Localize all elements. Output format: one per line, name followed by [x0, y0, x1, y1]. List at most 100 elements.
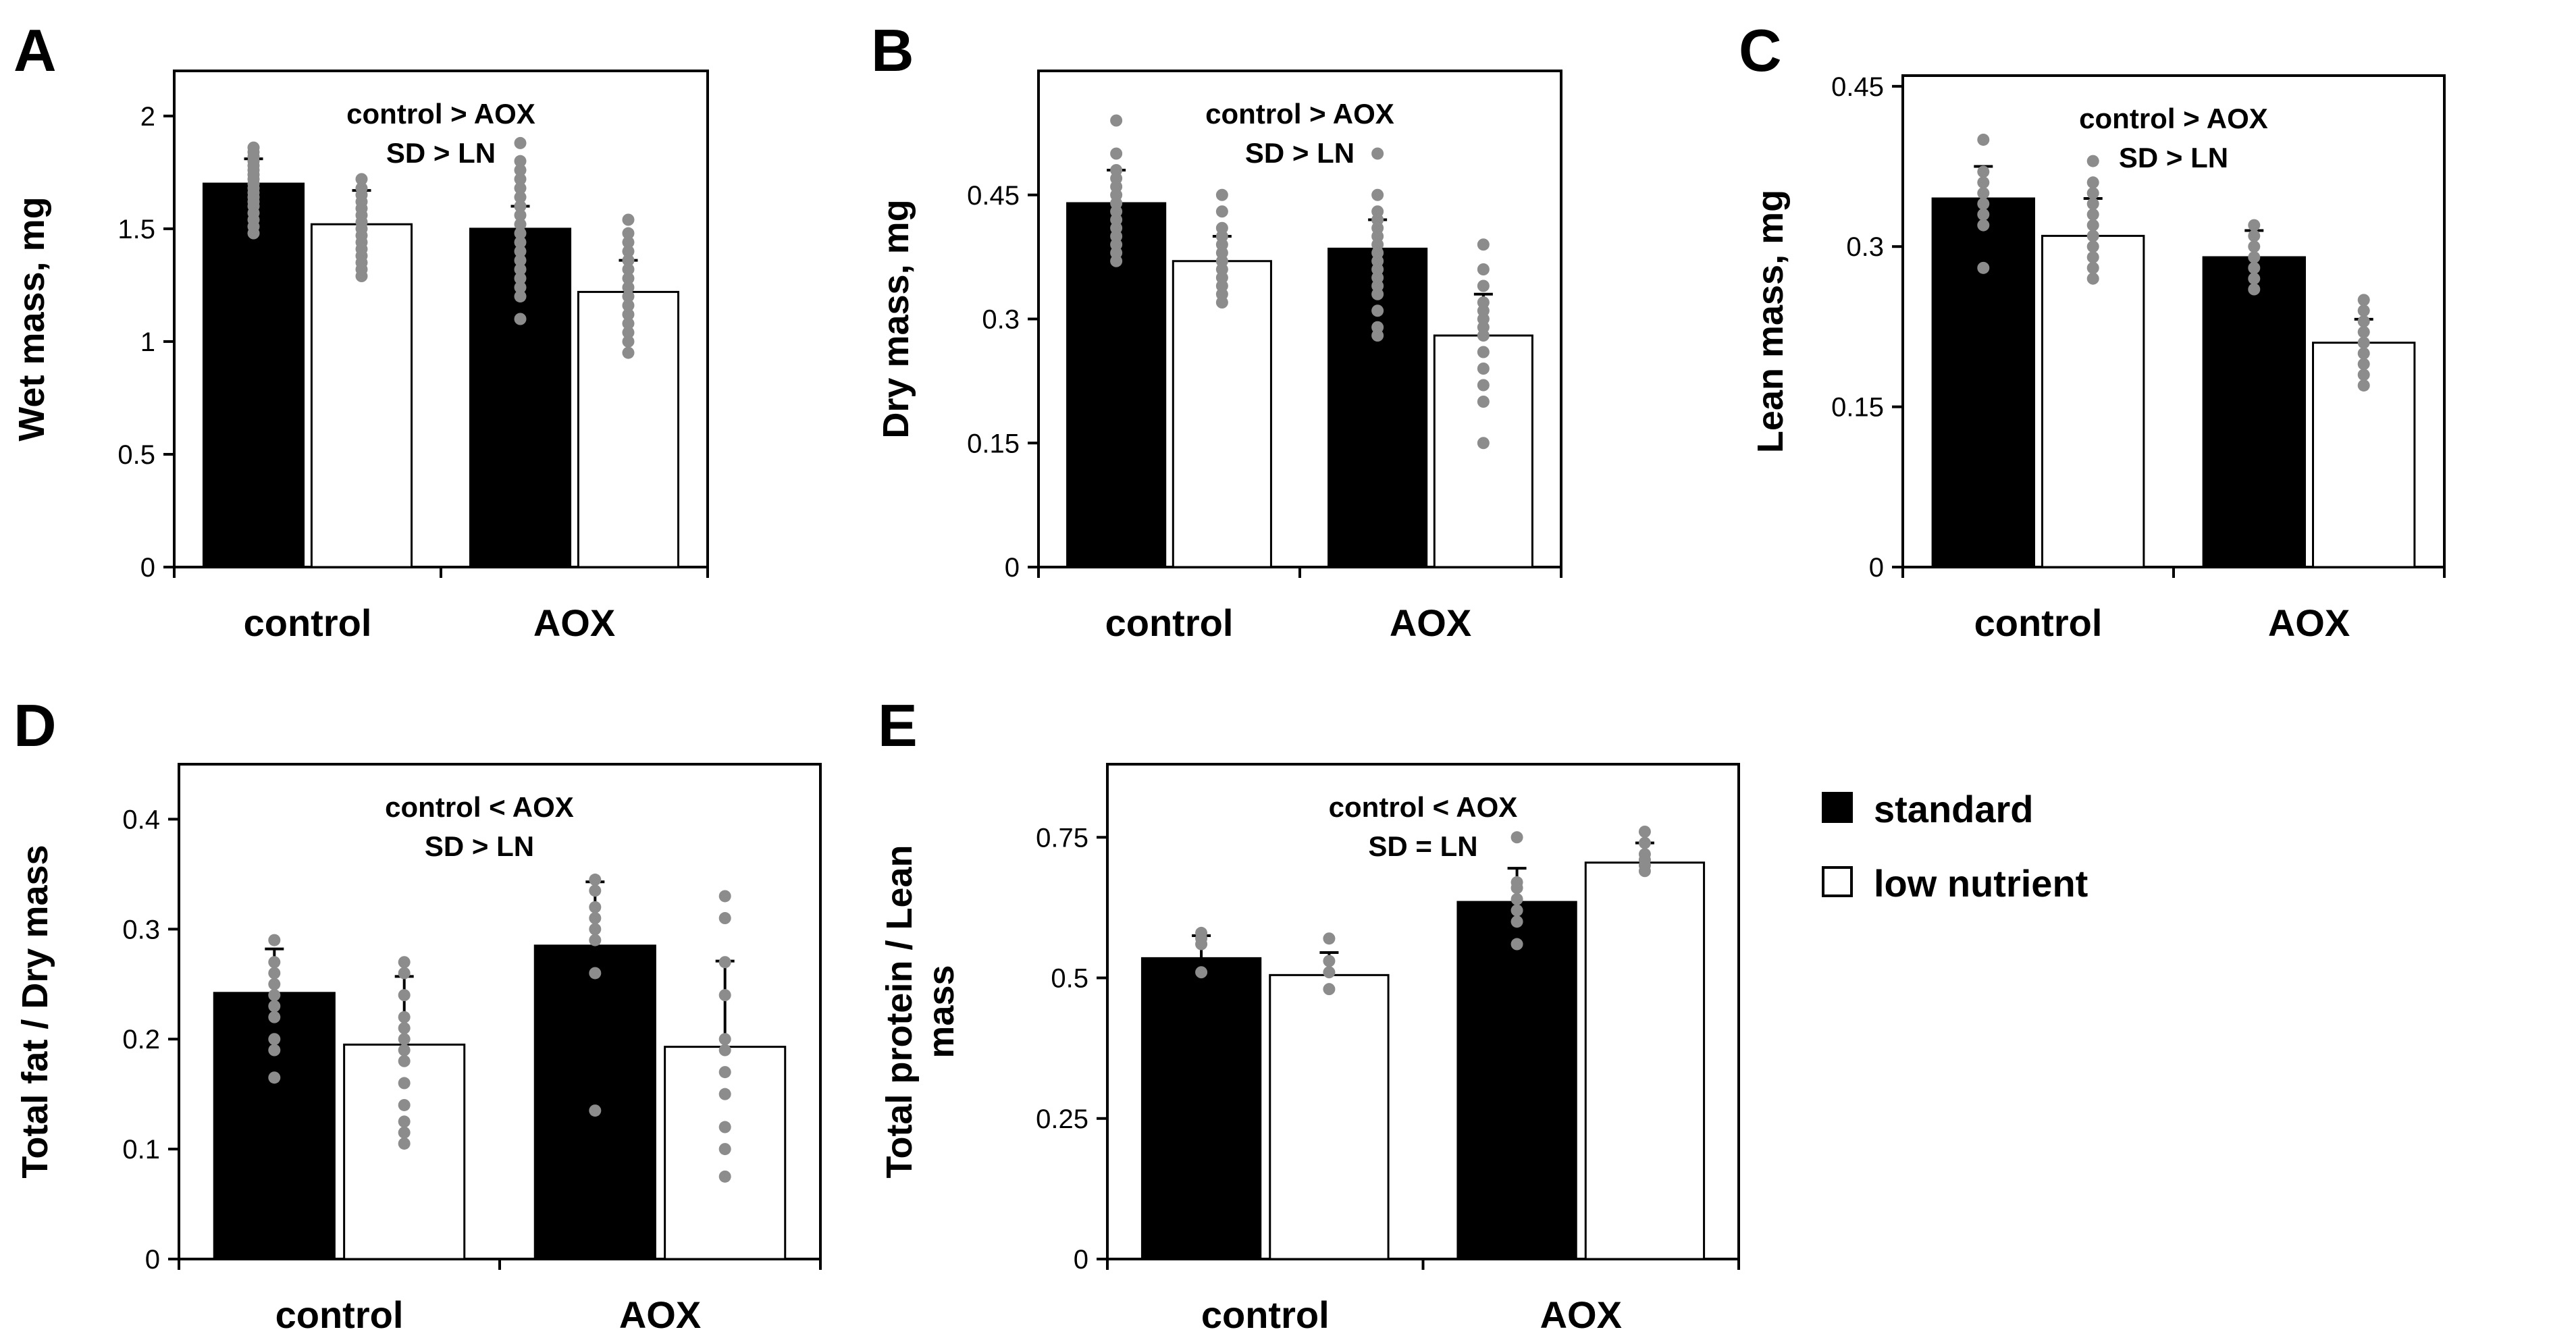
data-point — [1215, 205, 1228, 218]
data-point — [2357, 347, 2370, 360]
data-point — [622, 346, 635, 359]
chart-panel-a: 0 0.5 1 1.5 2 control AOX control > AOX SD > LN W… — [11, 70, 709, 644]
data-point — [1977, 133, 1990, 146]
data-point — [268, 1000, 281, 1013]
data-point — [268, 978, 281, 990]
data-point — [1195, 966, 1208, 979]
bar-standard — [213, 992, 336, 1260]
data-point — [268, 967, 281, 980]
data-point — [268, 956, 281, 969]
data-point — [1977, 261, 1990, 274]
data-point — [622, 272, 635, 285]
data-point — [1977, 197, 1990, 210]
data-point — [2086, 230, 2099, 242]
data-point — [1638, 825, 1651, 838]
y-tick-label: 0.45 — [1831, 72, 1884, 102]
data-point — [398, 989, 411, 1002]
data-point — [247, 227, 260, 240]
data-point — [1110, 255, 1123, 267]
data-point — [514, 164, 527, 176]
chart-panel-b: 0 0.15 0.3 0.45 control AOX control > AOX SD > … — [876, 70, 1562, 644]
y-tick-label: 0 — [1074, 1245, 1088, 1275]
data-point — [718, 1143, 731, 1156]
data-point — [268, 1044, 281, 1057]
y-tick-label: 0.15 — [1831, 393, 1884, 423]
data-point — [514, 209, 527, 221]
data-point — [1323, 983, 1336, 996]
stat-annotation: control < AOX — [385, 791, 574, 823]
y-tick-label: 0.45 — [967, 181, 1020, 211]
y-tick-label: 0.1 — [122, 1135, 160, 1165]
data-point — [1638, 836, 1651, 849]
x-category-label: AOX — [619, 1293, 701, 1336]
y-axis-label: Total fat / Dry mass — [15, 845, 55, 1178]
x-category-label: AOX — [533, 602, 615, 644]
data-point — [622, 308, 635, 321]
data-point — [1371, 329, 1384, 342]
data-point — [1215, 188, 1228, 201]
chart-panel-d: 0 0.1 0.2 0.3 0.4 control AOX control < AOX SD >… — [15, 763, 822, 1336]
y-tick-label: 0 — [1869, 553, 1884, 583]
x-category-label: control — [275, 1293, 404, 1336]
panel-letter-c: C — [1739, 17, 1782, 84]
stat-annotation: control > AOX — [1205, 98, 1394, 130]
x-category-label: control — [1105, 602, 1234, 644]
data-point — [398, 1098, 411, 1111]
y-axis-label: Wet mass, mg — [11, 196, 52, 441]
data-point — [514, 218, 527, 231]
x-category-label: control — [1974, 602, 2103, 644]
data-point — [2248, 251, 2261, 264]
bar-standard — [1456, 901, 1577, 1260]
bar-standard — [1328, 247, 1428, 568]
bar-standard — [2202, 256, 2306, 568]
data-point — [1977, 219, 1990, 232]
stat-annotation: control < AOX — [1329, 791, 1518, 823]
data-point — [1371, 288, 1384, 300]
data-point — [514, 245, 527, 258]
data-point — [718, 1088, 731, 1100]
data-point — [398, 1021, 411, 1034]
data-point — [589, 967, 602, 980]
data-point — [2357, 369, 2370, 381]
data-point — [2357, 294, 2370, 306]
data-point — [1215, 296, 1228, 309]
stat-annotation: SD > LN — [1245, 137, 1355, 169]
y-axis-label: Lean mass, mg — [1750, 190, 1791, 453]
y-tick-label: 0 — [145, 1245, 160, 1275]
data-point — [1977, 187, 1990, 200]
y-tick-label: 0.4 — [122, 805, 160, 834]
y-tick-label: 2 — [140, 102, 155, 132]
data-point — [1477, 363, 1490, 375]
y-tick-label: 1 — [140, 327, 155, 357]
data-point — [1110, 147, 1123, 160]
data-point — [2357, 315, 2370, 327]
data-point — [2086, 261, 2099, 274]
data-point — [514, 254, 527, 267]
data-point — [514, 263, 527, 275]
data-point — [514, 155, 527, 167]
data-point — [2357, 304, 2370, 317]
data-point — [589, 912, 602, 925]
x-category-label: AOX — [2268, 602, 2350, 644]
data-point — [1323, 966, 1336, 979]
data-point — [622, 245, 635, 258]
data-point — [398, 967, 411, 980]
panel-letter-d: D — [14, 692, 57, 759]
legend-swatch-low-nutrient — [1822, 866, 1853, 897]
data-point — [622, 326, 635, 339]
data-point — [622, 213, 635, 226]
chart-panel-e: 0 0.25 0.5 0.75 control AOX control < AOX SD = … — [879, 763, 1740, 1336]
y-tick-label: 0.3 — [982, 305, 1020, 335]
bar-standard — [202, 182, 305, 568]
data-point — [622, 299, 635, 312]
data-point — [1510, 904, 1523, 917]
x-category-label: control — [1201, 1293, 1330, 1336]
panel-letter-e: E — [878, 692, 918, 759]
y-tick-label: 0.5 — [117, 440, 155, 470]
data-point — [1195, 938, 1208, 951]
stat-annotation: SD > LN — [425, 830, 534, 862]
data-point — [2086, 208, 2099, 221]
data-point — [514, 236, 527, 248]
panel-letter-a: A — [14, 17, 57, 84]
